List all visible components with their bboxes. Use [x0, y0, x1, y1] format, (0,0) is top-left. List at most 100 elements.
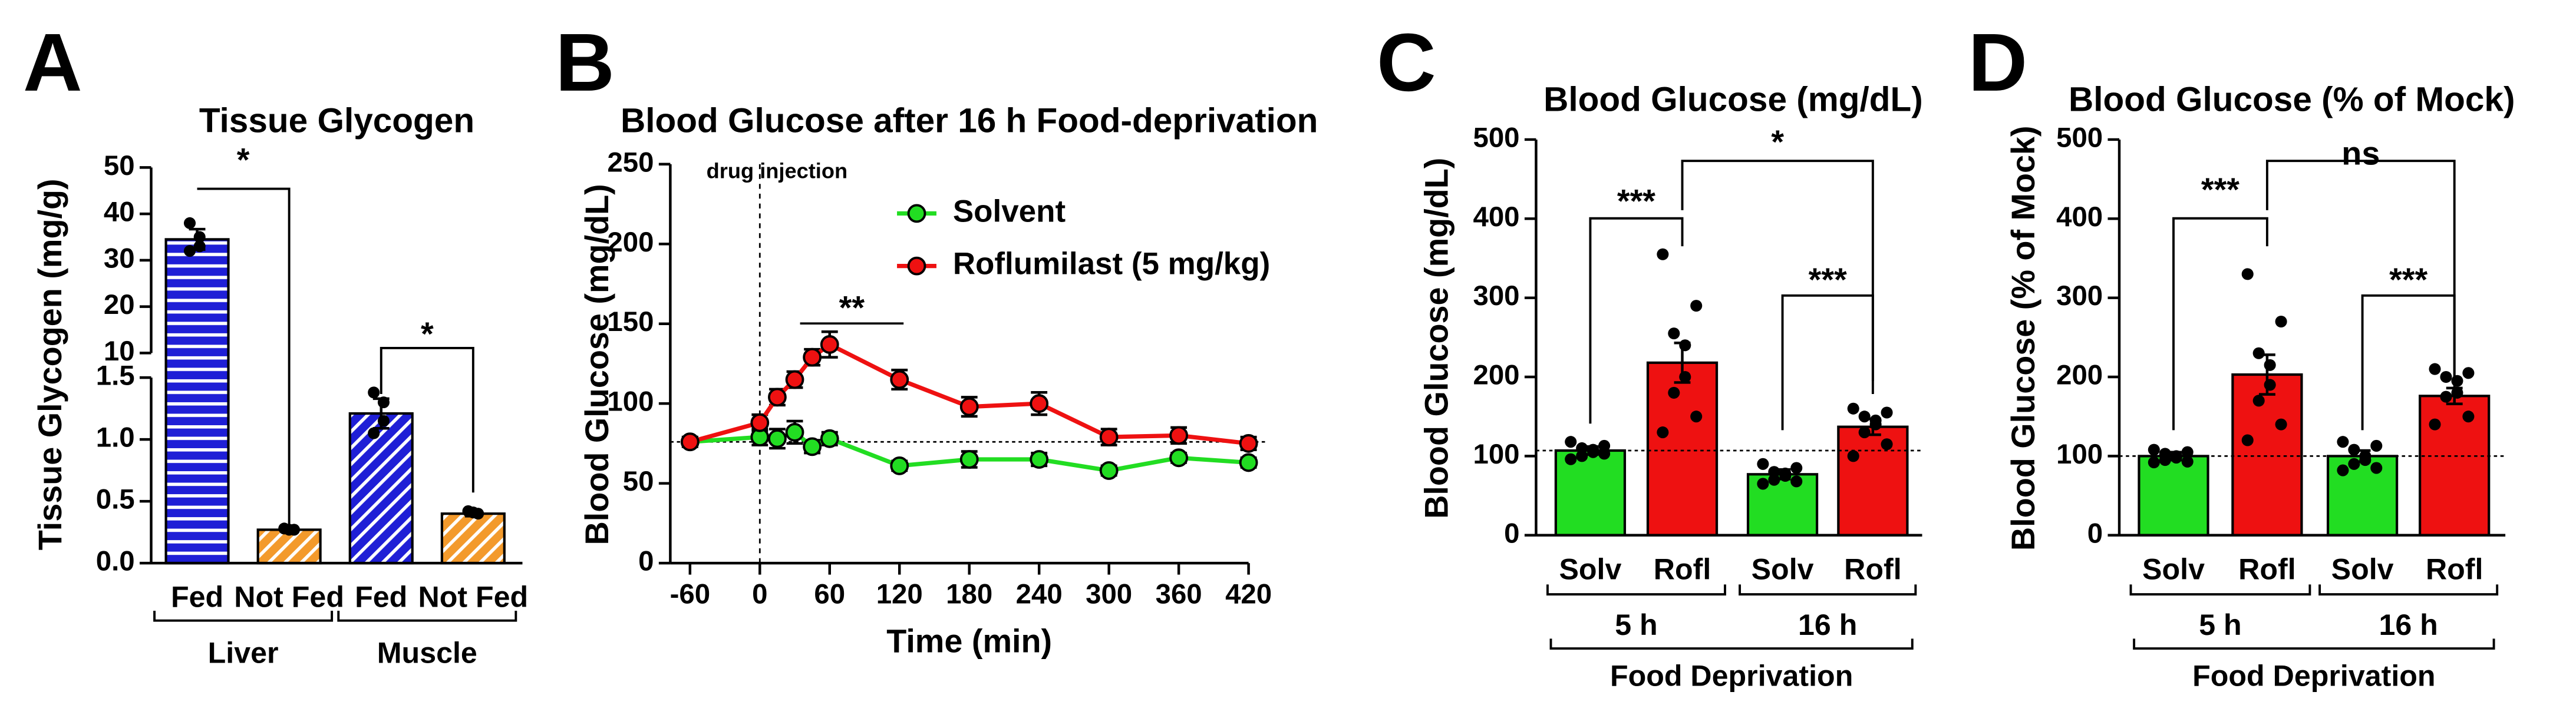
group-label: 16 h [2379, 608, 2438, 641]
series-marker [1099, 461, 1119, 480]
data-point [1668, 327, 1680, 340]
significance-bracket [2361, 294, 2456, 431]
x-tick-label: 120 [876, 578, 923, 610]
data-point [1657, 426, 1669, 439]
outer-bracket [1549, 638, 1914, 650]
data-point [2181, 455, 2194, 468]
group-bracket [337, 610, 517, 622]
y-tick-label: 0 [638, 546, 654, 577]
data-point [1668, 386, 1680, 399]
series-marker [1169, 426, 1189, 445]
group-bracket [2318, 584, 2499, 596]
significance-bracket [2265, 160, 2456, 381]
data-point [1790, 462, 1803, 474]
data-point [2337, 464, 2349, 476]
y-tick-label: 200 [2056, 360, 2103, 391]
data-point [377, 415, 390, 427]
x-tick-label: Solv [1559, 552, 1621, 585]
data-point [2359, 454, 2371, 466]
data-point [2462, 411, 2475, 423]
data-point [2252, 347, 2265, 359]
data-point [2275, 418, 2287, 431]
bar [1554, 449, 1627, 537]
data-point [1690, 411, 1703, 423]
series-marker [959, 397, 979, 416]
y-tick-label: 500 [2056, 122, 2103, 153]
data-point [2451, 375, 2463, 387]
y-tick-label: 0.0 [96, 546, 135, 577]
data-point [2264, 379, 2276, 391]
y-tick-label: 100 [1473, 439, 1520, 470]
group-bracket [153, 610, 334, 622]
y-tick-label: 500 [1473, 122, 1520, 153]
data-point [1847, 450, 1859, 462]
x-tick-label: 180 [946, 578, 992, 610]
group-label: 16 h [1798, 608, 1857, 641]
data-point [1565, 436, 1577, 448]
chart-title: Blood Glucose after 16 h Food-deprivatio… [621, 102, 1318, 140]
data-point [1679, 339, 1691, 352]
group-bracket [1546, 584, 1726, 596]
data-point [2370, 462, 2383, 474]
significance-bracket [380, 347, 474, 493]
y-tick-label: 40 [104, 197, 135, 228]
y-tick-label: 50 [623, 466, 654, 497]
x-tick-label: Not Fed [234, 581, 344, 614]
y-tick-label: 200 [607, 227, 654, 258]
significance-label: *** [2201, 171, 2239, 208]
data-point [1869, 418, 1882, 431]
panel-letter: C [1377, 16, 1436, 108]
data-point [2440, 370, 2452, 383]
series-marker [890, 456, 909, 475]
data-point [1576, 450, 1588, 462]
series-marker [768, 388, 787, 407]
y-tick-label: 150 [607, 306, 654, 337]
data-point [2148, 456, 2160, 469]
series-marker [750, 413, 770, 432]
bar [2419, 395, 2491, 537]
chart-title: Tissue Glycogen [199, 102, 474, 140]
data-point [2241, 434, 2254, 446]
data-point [1881, 438, 1893, 451]
series-marker [1030, 450, 1049, 469]
outer-bracket [2133, 638, 2495, 650]
group-label: 5 h [1615, 608, 1657, 641]
data-point [1790, 475, 1803, 488]
x-axis-label: Time (min) [886, 623, 1052, 659]
data-point [472, 508, 484, 520]
annotation: ** [839, 290, 865, 326]
x-tick-label: Rofl [2426, 552, 2483, 585]
significance-label: *** [2389, 261, 2427, 298]
data-point [1779, 469, 1792, 482]
chart-title: Blood Glucose (mg/dL) [1543, 80, 1923, 118]
data-point [1657, 248, 1669, 260]
bar [1837, 425, 1909, 537]
data-point [1565, 453, 1577, 465]
outer-label: Food Deprivation [2192, 660, 2435, 693]
bar [1646, 361, 1719, 537]
series-marker [820, 429, 839, 448]
data-point [1757, 478, 1769, 490]
bar [348, 412, 414, 565]
series-marker [1099, 428, 1119, 446]
y-tick-label: 20 [104, 289, 135, 320]
panel-letter: D [1968, 16, 2028, 108]
series-marker [803, 437, 822, 456]
data-point [2148, 443, 2160, 456]
y-tick-label: 100 [607, 386, 654, 418]
y-axis-label: Blood Glucose (% of Mock) [2005, 125, 2041, 551]
data-point [2370, 439, 2383, 452]
group-bracket [2129, 584, 2311, 596]
series-marker [1239, 434, 1258, 453]
x-tick-label: 300 [1086, 578, 1132, 610]
data-point [1679, 370, 1691, 383]
x-tick-label: Not Fed [418, 581, 529, 614]
data-point [1757, 458, 1769, 470]
y-tick-label: 50 [104, 150, 135, 181]
significance-label: *** [1617, 183, 1655, 219]
bar [2231, 373, 2303, 537]
data-point [2348, 443, 2360, 456]
series-marker [680, 432, 700, 452]
y-tick-label: 400 [2056, 201, 2103, 233]
chart-title: Blood Glucose (% of Mock) [2069, 80, 2515, 118]
